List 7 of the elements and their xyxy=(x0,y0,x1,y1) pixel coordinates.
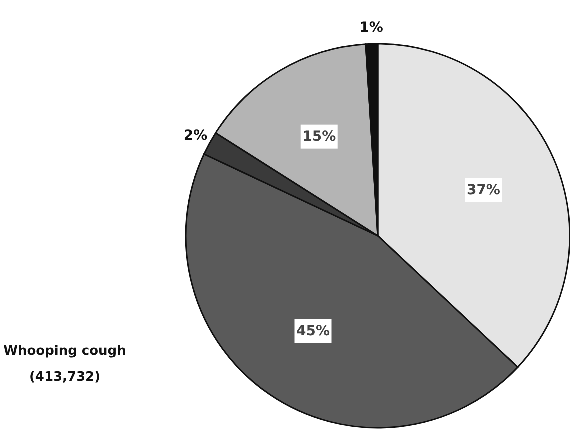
text: Whooping cough xyxy=(4,344,126,359)
data-label: 2% xyxy=(184,128,208,144)
data-label: 1% xyxy=(360,20,384,36)
data-label: 37% xyxy=(466,182,500,198)
text: (413,732) xyxy=(29,370,101,385)
data-label: 45% xyxy=(296,323,330,340)
data-label: 15% xyxy=(302,128,336,145)
